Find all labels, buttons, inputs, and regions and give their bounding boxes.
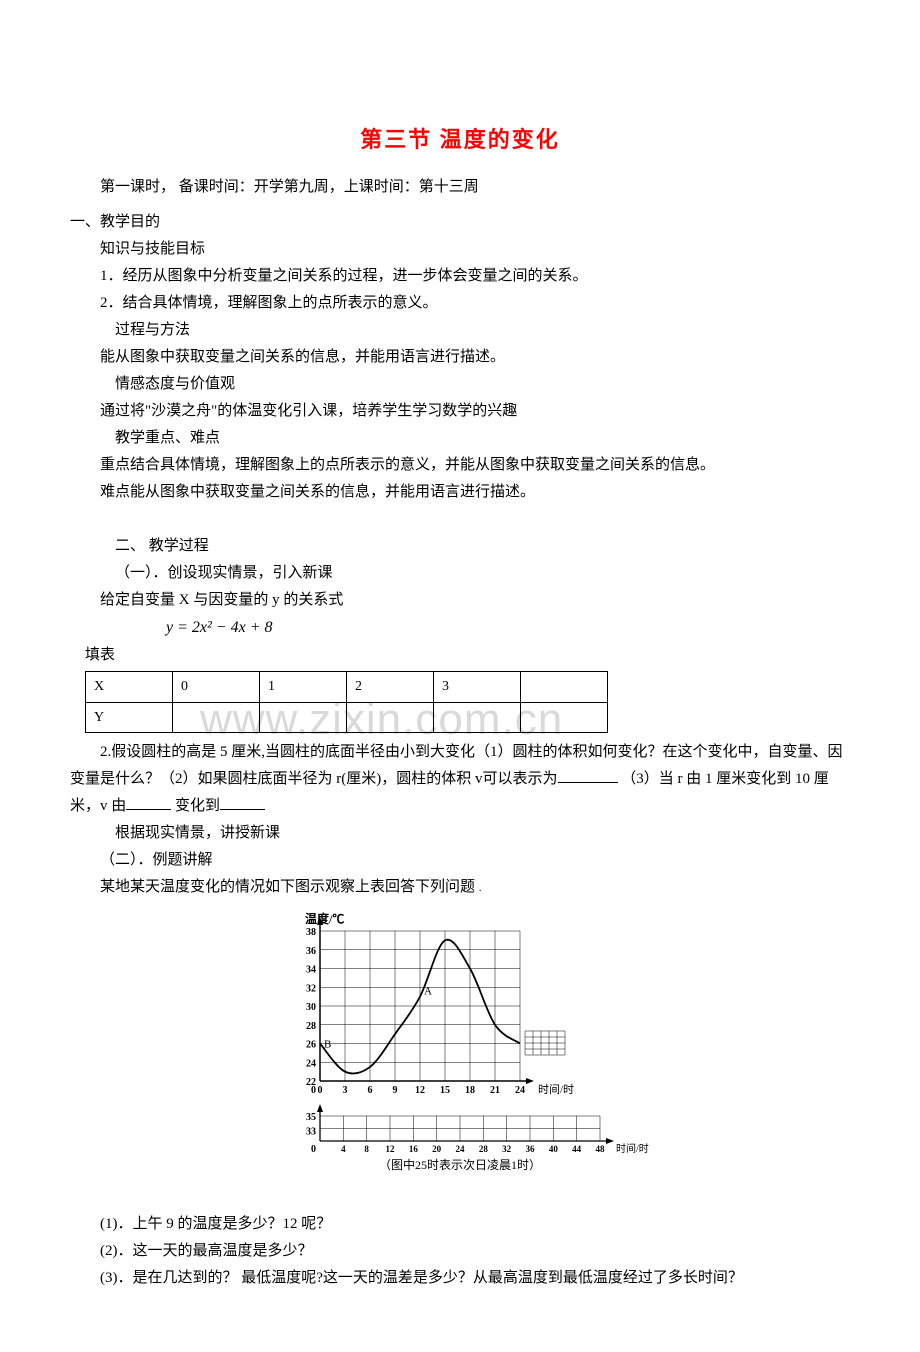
- svg-text:32: 32: [502, 1144, 512, 1154]
- cell: [521, 672, 608, 702]
- temperature-chart: 温度/℃222426283032343638036912151821240时间/…: [270, 911, 650, 1191]
- heading-1: 一、教学目的: [70, 209, 850, 236]
- svg-text:28: 28: [479, 1144, 489, 1154]
- svg-text:44: 44: [572, 1144, 582, 1154]
- page-title: 第三节 温度的变化: [70, 120, 850, 160]
- svg-text:3: 3: [343, 1085, 348, 1096]
- svg-text:A: A: [424, 985, 432, 997]
- text: 某地某天温度变化的情况如下图示观察上表回答下列问题: [100, 879, 475, 895]
- item-1a2: 2．结合具体情境，理解图象上的点所表示的意义。: [70, 290, 850, 317]
- text: 变化到: [175, 798, 220, 814]
- svg-text:48: 48: [596, 1144, 606, 1154]
- question-3: (3)．是在几达到的？ 最低温度呢?这一天的温差是多少？从最高温度到最低温度经过…: [70, 1265, 850, 1292]
- blank-field: [220, 794, 265, 810]
- subheading-2b: （二）．例题讲解: [70, 847, 850, 874]
- fill-table-label: 填表: [85, 642, 850, 669]
- chart-container: 温度/℃222426283032343638036912151821240时间/…: [70, 911, 850, 1201]
- question-1: (1)．上午 9 的温度是多少？12 呢？: [70, 1211, 850, 1238]
- svg-text:时间/时: 时间/时: [538, 1083, 574, 1096]
- data-table: X 0 1 2 3 Y: [85, 671, 608, 732]
- svg-text:35: 35: [306, 1112, 316, 1123]
- subheading-2a: （一）．创设现实情景，引入新课: [70, 560, 850, 587]
- svg-text:12: 12: [415, 1085, 425, 1096]
- svg-text:26: 26: [306, 1039, 316, 1050]
- svg-text:时间/时: 时间/时: [616, 1142, 649, 1155]
- subheading-attitude: 情感态度与价值观: [70, 371, 850, 398]
- formula: y = 2x² − 4x + 8: [166, 614, 850, 643]
- svg-text:24: 24: [515, 1085, 525, 1096]
- svg-text:30: 30: [306, 1002, 316, 1013]
- svg-text:38: 38: [306, 927, 316, 938]
- svg-text:40: 40: [549, 1144, 559, 1154]
- item-1d2: 难点能从图象中获取变量之间关系的信息，并能用语言进行描述。: [70, 479, 850, 506]
- svg-text:0: 0: [311, 1085, 316, 1096]
- cell: [521, 702, 608, 732]
- cell: [347, 702, 434, 732]
- svg-text:18: 18: [465, 1085, 475, 1096]
- svg-text:B: B: [324, 1038, 331, 1050]
- svg-text:36: 36: [306, 946, 316, 957]
- subheading-process: 过程与方法: [70, 317, 850, 344]
- blank-field: [558, 767, 618, 783]
- item-1a1: 1．经历从图象中分析变量之间关系的过程，进一步体会变量之间的关系。: [70, 263, 850, 290]
- subheading-focus: 教学重点、难点: [70, 425, 850, 452]
- svg-text:12: 12: [386, 1144, 396, 1154]
- svg-text:8: 8: [364, 1144, 369, 1154]
- cell: 2: [347, 672, 434, 702]
- svg-text:36: 36: [526, 1144, 536, 1154]
- svg-text:16: 16: [409, 1144, 419, 1154]
- svg-text:4: 4: [341, 1144, 346, 1154]
- svg-text:（图中25时表示次日凌晨1时）: （图中25时表示次日凌晨1时）: [379, 1157, 541, 1172]
- svg-text:0: 0: [311, 1144, 316, 1155]
- subtitle: 第一课时， 备课时间：开学第九周，上课时间：第十三周: [100, 174, 850, 201]
- document-body: 第三节 温度的变化 第一课时， 备课时间：开学第九周，上课时间：第十三周 一、教…: [70, 120, 850, 1292]
- svg-text:33: 33: [306, 1126, 316, 1137]
- cell: X: [86, 672, 173, 702]
- svg-text:21: 21: [490, 1085, 500, 1096]
- svg-text:28: 28: [306, 1021, 316, 1032]
- heading-2: 二、 教学过程: [70, 533, 850, 560]
- svg-text:34: 34: [306, 964, 316, 975]
- svg-text:20: 20: [432, 1144, 442, 1154]
- svg-text:6: 6: [368, 1085, 373, 1096]
- svg-text:温度/℃: 温度/℃: [305, 911, 344, 926]
- svg-text:24: 24: [306, 1058, 316, 1069]
- table-row: X 0 1 2 3: [86, 672, 608, 702]
- cell: [173, 702, 260, 732]
- cell: 1: [260, 672, 347, 702]
- svg-text:0: 0: [318, 1085, 323, 1096]
- table-row: Y: [86, 702, 608, 732]
- cell: [434, 702, 521, 732]
- item-1d1: 重点结合具体情境，理解图象上的点所表示的意义，并能从图象中获取变量之间关系的信息…: [70, 452, 850, 479]
- svg-text:15: 15: [440, 1085, 450, 1096]
- question-2: (2)．这一天的最高温度是多少？: [70, 1238, 850, 1265]
- subheading-knowledge: 知识与技能目标: [70, 236, 850, 263]
- item-2a2: 2.假设圆柱的高是 5 厘米,当圆柱的底面半径由小到大变化（1）圆柱的体积如何变…: [70, 739, 850, 820]
- cell: Y: [86, 702, 173, 732]
- item-2a3: 根据现实情景，讲授新课: [70, 820, 850, 847]
- cell: [260, 702, 347, 732]
- item-2b1: 某地某天温度变化的情况如下图示观察上表回答下列问题 .: [70, 874, 850, 901]
- item-1b1: 能从图象中获取变量之间关系的信息，并能用语言进行描述。: [70, 344, 850, 371]
- dot-icon: .: [479, 882, 482, 894]
- item-2a1: 给定自变量 X 与因变量的 y 的关系式: [70, 587, 850, 614]
- svg-text:32: 32: [306, 983, 316, 994]
- svg-text:9: 9: [393, 1085, 398, 1096]
- blank-field: [126, 794, 171, 810]
- cell: 3: [434, 672, 521, 702]
- item-1c1: 通过将"沙漠之舟"的体温变化引入课，培养学生学习数学的兴趣: [70, 398, 850, 425]
- svg-text:24: 24: [456, 1144, 466, 1154]
- cell: 0: [173, 672, 260, 702]
